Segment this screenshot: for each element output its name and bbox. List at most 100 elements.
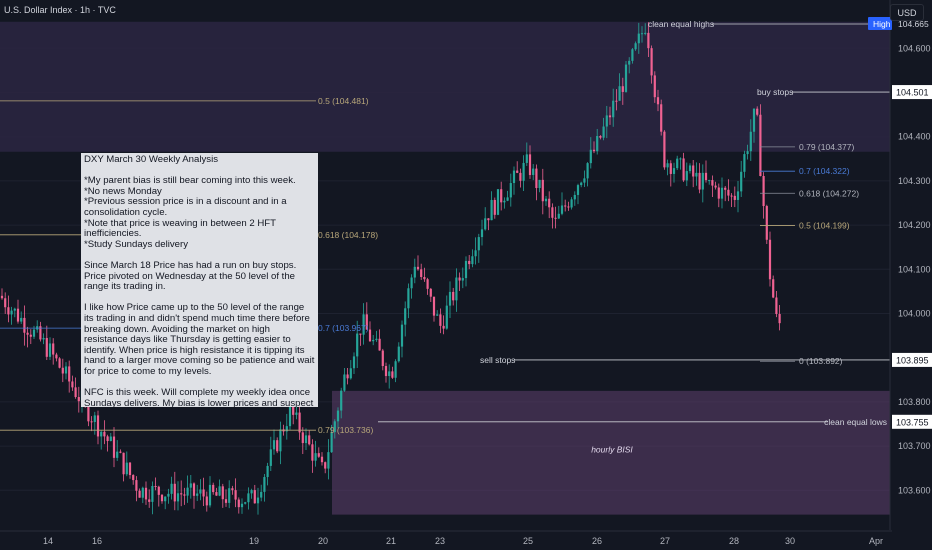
candle-body [400, 324, 404, 347]
candle-body [727, 189, 730, 196]
candle-body [215, 492, 218, 496]
candle-body [4, 298, 7, 308]
candle-body [295, 412, 298, 415]
x-tick-label: 26 [592, 536, 602, 546]
candle-body [775, 297, 778, 314]
candle-body [666, 163, 669, 168]
y-tick-label: 104.300 [898, 176, 931, 186]
candle-body [61, 367, 64, 374]
high-marker-value: 104.665 [898, 19, 929, 29]
candle-body [621, 86, 624, 92]
candle-body [359, 333, 362, 335]
candle-body [480, 229, 484, 238]
high-marker-bg [868, 17, 892, 30]
candle-body [452, 291, 455, 301]
candle-body [448, 291, 452, 306]
candle-body [669, 163, 672, 174]
analysis-note[interactable]: DXY March 30 Weekly Analysis *My parent b… [81, 153, 318, 407]
candle-body [208, 484, 212, 506]
candle-body [596, 136, 599, 152]
candle-body [458, 277, 461, 281]
candle-body [317, 453, 320, 457]
candle-body [474, 250, 477, 257]
currency-button[interactable]: USD [890, 4, 924, 21]
candle-body [429, 288, 432, 297]
candle-body [756, 108, 759, 115]
candle-body [410, 277, 413, 289]
candle-body [279, 429, 282, 452]
candle-body [544, 198, 548, 202]
candle-body [157, 486, 160, 495]
price-label-bg [892, 414, 932, 429]
x-tick-label: 14 [43, 536, 53, 546]
candle-body [564, 205, 567, 207]
candle-body [509, 183, 512, 198]
candle-body [628, 60, 631, 65]
candle-body [640, 33, 644, 35]
price-label: 103.755 [896, 417, 929, 427]
candle-body [612, 100, 615, 118]
candle-body [679, 158, 682, 160]
candle-body [592, 149, 596, 152]
candle-body [426, 279, 429, 289]
price-label-bg [892, 85, 932, 100]
candle-body [272, 440, 276, 450]
x-tick-label: 23 [435, 536, 445, 546]
candle-body [608, 115, 612, 118]
candle-body [525, 154, 528, 163]
candle-body [349, 368, 352, 379]
candle-body [324, 462, 327, 469]
candle-body [103, 431, 106, 437]
candle-body [672, 168, 676, 174]
candle-body [682, 158, 685, 181]
candle-body [26, 332, 29, 335]
candle-body [269, 449, 272, 466]
candle-body [176, 493, 180, 502]
candle-body [653, 75, 656, 98]
candle-body [736, 191, 740, 200]
candle-body [746, 151, 749, 155]
price-axis[interactable]: 104.600104.500104.400104.300104.200104.1… [868, 0, 932, 530]
candle-body [714, 185, 717, 188]
candle-body [218, 486, 221, 496]
candle-body [125, 462, 128, 475]
candle-body [554, 217, 557, 219]
candle-body [506, 197, 509, 201]
candle-body [743, 154, 746, 172]
candle-body [493, 199, 496, 215]
time-axis[interactable]: 14 16 19 20 21 23 25 26 27 28 30 Apr [0, 530, 892, 546]
candle-body [522, 162, 525, 181]
candle-body [676, 158, 679, 169]
candle-body [42, 337, 45, 340]
candle-body [407, 288, 410, 309]
candle-body [420, 269, 423, 277]
candle-body [77, 397, 80, 402]
candle-body [285, 426, 288, 432]
note-paragraph: DXY March 30 Weekly Analysis [84, 154, 219, 165]
candle-body [237, 499, 240, 508]
candle-body [541, 179, 544, 202]
candle-body [583, 178, 586, 183]
y-tick-label: 104.100 [898, 264, 931, 274]
x-tick-label: 16 [92, 536, 102, 546]
note-paragraph: *My parent bias is still bear coming int… [84, 175, 296, 250]
candle-body [624, 64, 628, 92]
candle-body [436, 314, 439, 316]
x-tick-label: 25 [523, 536, 533, 546]
candle-body [263, 477, 266, 492]
candle-body [503, 200, 506, 203]
candle-body [352, 356, 356, 369]
candle-body [468, 260, 471, 265]
y-tick-label: 104.200 [898, 220, 931, 230]
candle-body [39, 326, 42, 340]
x-tick-label: Apr [869, 536, 883, 546]
candle-body [164, 496, 167, 502]
candle-body [372, 339, 375, 342]
candle-body [183, 494, 186, 496]
symbol-title: U.S. Dollar Index · 1h · TVC [4, 5, 116, 15]
candle-body [231, 488, 234, 491]
candle-body [548, 198, 551, 208]
candle-body [701, 172, 704, 190]
candle-body [199, 489, 202, 494]
candle-body [250, 490, 253, 494]
